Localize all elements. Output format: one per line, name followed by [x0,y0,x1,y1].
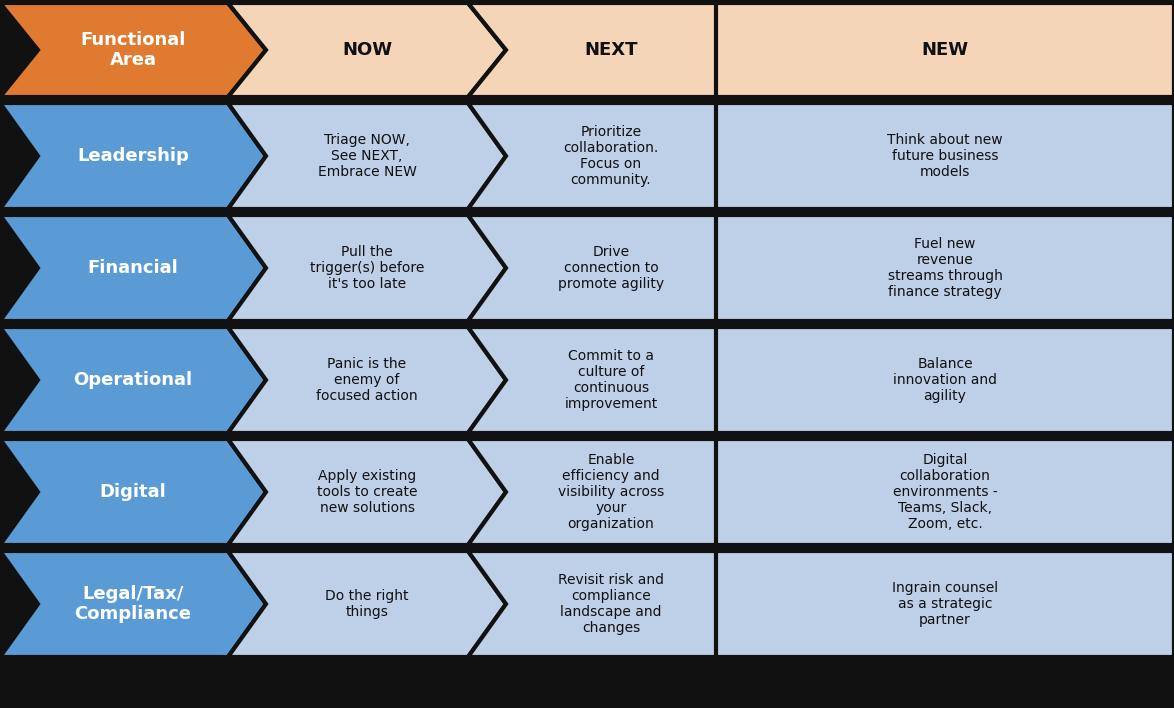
Text: Commit to a
culture of
continuous
improvement: Commit to a culture of continuous improv… [565,349,657,411]
Polygon shape [0,439,266,545]
Polygon shape [468,551,754,657]
Text: Think about new
future business
models: Think about new future business models [888,133,1003,179]
Polygon shape [228,103,506,209]
Text: Digital: Digital [100,483,167,501]
Polygon shape [0,103,266,209]
Polygon shape [716,439,1174,545]
Polygon shape [716,215,1174,321]
Text: NOW: NOW [342,41,392,59]
Polygon shape [468,327,754,433]
Text: Legal/Tax/
Compliance: Legal/Tax/ Compliance [74,585,191,624]
Text: Apply existing
tools to create
new solutions: Apply existing tools to create new solut… [317,469,417,515]
Text: Functional
Area: Functional Area [80,30,185,69]
Text: Ingrain counsel
as a strategic
partner: Ingrain counsel as a strategic partner [892,581,998,627]
Polygon shape [0,551,266,657]
Polygon shape [468,103,754,209]
Polygon shape [468,439,754,545]
Text: Do the right
things: Do the right things [325,589,409,619]
Text: Pull the
trigger(s) before
it's too late: Pull the trigger(s) before it's too late [310,245,424,291]
Polygon shape [468,3,754,97]
Text: NEXT: NEXT [585,41,637,59]
Polygon shape [716,3,1174,97]
Text: Drive
connection to
promote agility: Drive connection to promote agility [558,245,664,291]
Polygon shape [716,103,1174,209]
Polygon shape [228,439,506,545]
Text: Prioritize
collaboration.
Focus on
community.: Prioritize collaboration. Focus on commu… [564,125,659,188]
Text: Financial: Financial [88,259,178,277]
Text: NEW: NEW [922,41,969,59]
Text: Digital
collaboration
environments -
Teams, Slack,
Zoom, etc.: Digital collaboration environments - Tea… [892,452,998,532]
Text: Fuel new
revenue
streams through
finance strategy: Fuel new revenue streams through finance… [888,236,1003,299]
Text: Enable
efficiency and
visibility across
your
organization: Enable efficiency and visibility across … [558,452,664,532]
Text: Revisit risk and
compliance
landscape and
changes: Revisit risk and compliance landscape an… [558,573,664,635]
Polygon shape [0,3,266,97]
Polygon shape [228,551,506,657]
Polygon shape [716,327,1174,433]
Text: Leadership: Leadership [77,147,189,165]
Text: Balance
innovation and
agility: Balance innovation and agility [893,357,997,403]
Polygon shape [0,215,266,321]
Polygon shape [468,215,754,321]
Polygon shape [228,327,506,433]
Text: Triage NOW,
See NEXT,
Embrace NEW: Triage NOW, See NEXT, Embrace NEW [317,133,417,179]
Polygon shape [716,551,1174,657]
Text: Panic is the
enemy of
focused action: Panic is the enemy of focused action [316,357,418,403]
Text: Operational: Operational [74,371,193,389]
Polygon shape [0,327,266,433]
Polygon shape [228,215,506,321]
Polygon shape [228,3,506,97]
